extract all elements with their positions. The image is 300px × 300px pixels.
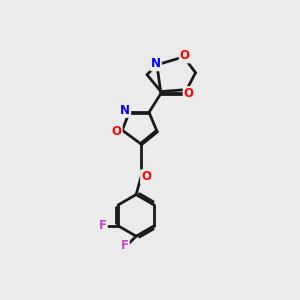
Text: F: F	[121, 238, 129, 252]
Text: O: O	[112, 125, 122, 138]
Text: N: N	[120, 104, 130, 117]
Text: N: N	[151, 57, 161, 70]
Text: O: O	[180, 50, 190, 62]
Text: O: O	[184, 87, 194, 100]
Text: F: F	[99, 219, 107, 232]
Text: O: O	[141, 170, 151, 183]
